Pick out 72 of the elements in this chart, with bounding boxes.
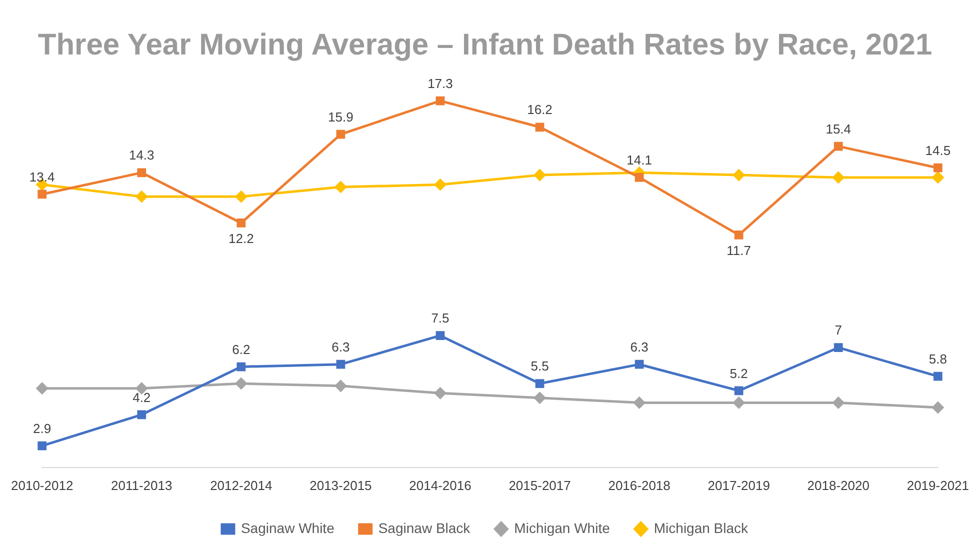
data-label: 15.4 [826,121,852,136]
point [434,178,446,190]
point [334,181,346,193]
point [733,169,745,181]
legend-label: Saginaw White [240,520,335,536]
point [834,343,843,352]
data-label: 15.9 [328,109,354,124]
point [733,396,745,408]
point [535,122,544,132]
point [236,362,246,372]
data-label: 11.7 [726,243,752,258]
data-label: 5.5 [530,358,549,374]
point [235,378,247,390]
point [436,96,445,106]
x-tick-label: 2010-2012 [11,478,74,493]
point [38,190,47,199]
point [535,379,544,388]
point [734,386,744,396]
point [834,142,843,151]
x-tick-label: 2017-2019 [708,478,770,493]
data-label: 6.3 [332,339,350,354]
x-tick-label: 2016-2018 [608,478,670,493]
point [734,230,744,240]
x-tick-label: 2014-2016 [409,478,472,493]
point [137,168,146,178]
x-tick-label: 2011-2013 [111,478,172,493]
point [832,396,844,408]
point [334,380,346,392]
point [634,396,646,408]
legend-label: Michigan Black [654,520,750,536]
data-label: 2.9 [33,420,52,436]
data-label: 7 [834,322,842,338]
data-label: 16.2 [527,102,552,118]
point [236,218,246,228]
data-label: 5.2 [730,366,748,381]
data-label: 5.8 [928,351,947,366]
legend-label: Michigan White [514,520,610,536]
data-label: 12.2 [228,231,254,246]
data-label: 7.5 [431,310,450,326]
x-tick-label: 2019-2021 [906,478,969,493]
point [933,163,942,172]
point [434,387,446,399]
data-label: 6.3 [630,339,648,354]
point [634,360,644,369]
point [336,130,346,139]
point [932,172,944,184]
x-tick-label: 2018-2020 [807,478,870,493]
data-label: 13.4 [29,169,55,184]
data-label: 14.3 [128,148,154,163]
x-tick-label: 2012-2014 [210,478,272,493]
point [137,410,146,420]
data-label: 14.1 [626,152,652,168]
x-tick-label: 2015-2017 [508,478,571,493]
data-label: 14.5 [925,142,951,158]
point [136,190,148,202]
point [932,402,944,414]
data-label: 6.2 [232,342,250,357]
point [36,382,48,394]
point [634,173,644,182]
point [933,372,942,381]
point [534,392,546,404]
point [832,172,844,184]
point [336,360,346,369]
point [534,169,546,181]
point [38,441,47,450]
legend-label: Saginaw Black [378,520,472,536]
x-tick-label: 2013-2015 [310,478,372,493]
point [235,190,247,202]
chart-title: Three Year Moving Average – Infant Death Rates by Race, 2021 [38,28,932,62]
data-label: 17.3 [428,76,453,91]
point [436,331,445,340]
data-label: 4.2 [132,390,151,405]
